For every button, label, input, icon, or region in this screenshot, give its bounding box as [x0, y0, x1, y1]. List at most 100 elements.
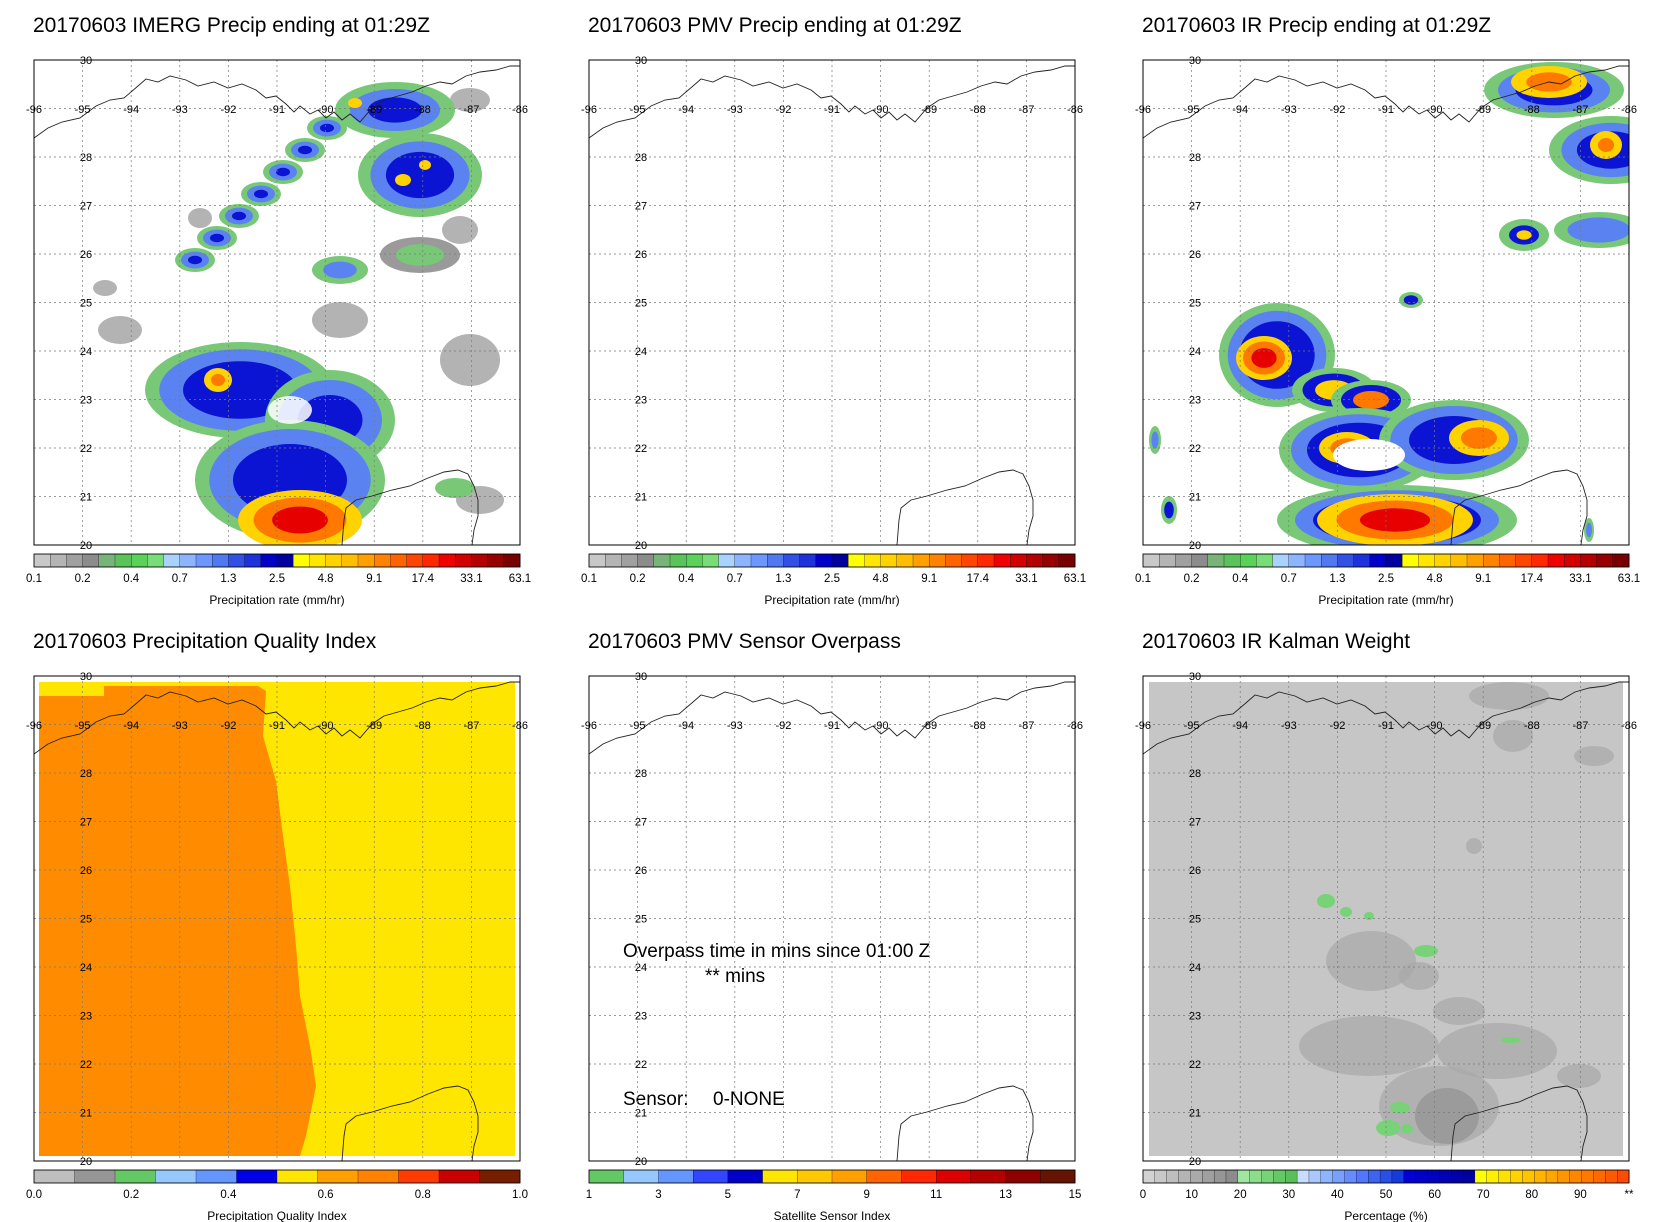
lat-label: 26	[1189, 249, 1201, 261]
precip-cell	[1364, 912, 1374, 920]
lon-label: -91	[269, 104, 285, 116]
lat-label: 26	[635, 865, 647, 877]
precip-cell	[323, 261, 357, 279]
lat-label: 25	[635, 298, 647, 310]
data-field	[93, 82, 504, 545]
colorbar-swatch	[1368, 1169, 1381, 1184]
colorbar-tick-label: 90	[1574, 1189, 1587, 1201]
colorbar-swatch	[438, 1169, 480, 1184]
lat-label: 27	[1189, 817, 1201, 829]
colorbar-swatch	[1510, 1169, 1523, 1184]
colorbar-tick-label: 1	[586, 1189, 592, 1201]
lat-label: 30	[1189, 55, 1201, 67]
colorbar-swatch	[1213, 1169, 1227, 1184]
lat-label: 30	[1189, 671, 1201, 683]
lat-label: 22	[80, 443, 92, 455]
colorbar-swatch	[1154, 1169, 1168, 1184]
lat-label: 23	[1189, 1011, 1201, 1023]
colorbar-swatch	[718, 553, 736, 568]
lon-label: -86	[1621, 720, 1637, 732]
colorbar-swatch	[1321, 553, 1338, 568]
lon-label: -89	[366, 720, 382, 732]
colorbar-tick-label: 0.8	[415, 1189, 431, 1201]
gridlines	[1143, 676, 1629, 1161]
precip-cell	[1151, 431, 1159, 449]
panel-title-pmv-precip: 20170603 PMV Precip ending at 01:29Z	[588, 14, 962, 37]
colorbar-swatch	[750, 553, 768, 568]
lat-label: 28	[1189, 768, 1201, 780]
colorbar-title: Precipitation rate (mm/hr)	[1318, 593, 1453, 607]
colorbar-tick-label: 2.5	[824, 573, 840, 585]
colorbar-swatch	[147, 553, 165, 568]
colorbar-swatch	[1547, 553, 1565, 568]
colorbar-swatch	[1402, 553, 1419, 568]
lon-label: -95	[630, 104, 646, 116]
lon-label: -94	[1232, 104, 1248, 116]
colorbar-title: Satellite Sensor Index	[774, 1209, 891, 1222]
gridlines	[589, 676, 1075, 1161]
precip-cell	[1390, 1102, 1410, 1114]
lon-label: -94	[678, 104, 694, 116]
lon-label: -88	[415, 104, 431, 116]
colorbar-tick-label: 4.8	[1427, 573, 1443, 585]
lon-label: -90	[1427, 720, 1443, 732]
colorbar-swatch	[1486, 1169, 1500, 1184]
colorbar-swatch	[1439, 1169, 1452, 1184]
colorbar-swatch	[317, 1169, 359, 1184]
colorbar-swatch	[1612, 553, 1630, 568]
colorbar-swatch	[1557, 1169, 1571, 1184]
lat-label: 28	[80, 768, 92, 780]
lon-label: -86	[1067, 104, 1083, 116]
colorbar-swatch	[831, 1169, 868, 1184]
colorbar-swatch	[1175, 553, 1193, 568]
lon-label: -93	[1281, 104, 1297, 116]
lat-label: 24	[1189, 962, 1201, 974]
plot-frame	[588, 59, 1076, 546]
lat-label: 27	[635, 817, 647, 829]
colorbar: 0.1 0.2 0.4 0.7 1.3 2.5 4.8 9.1 17.4 33.1 63.1 Prec…	[26, 553, 531, 607]
lon-label: -86	[1621, 104, 1637, 116]
colorbar-tick-label: 0.0	[26, 1189, 42, 1201]
colorbar-swatch	[1534, 1169, 1547, 1184]
lon-label: -92	[220, 104, 236, 116]
precip-cell	[1567, 217, 1629, 243]
lat-label: 25	[635, 914, 647, 926]
lat-label: 28	[635, 152, 647, 164]
colorbar-swatch	[762, 1169, 798, 1184]
lat-label: 20	[635, 540, 647, 552]
colorbar: 0.1 0.2 0.4 0.7 1.3 2.5 4.8 9.1 17.4 33.1 63.1 Prec…	[1135, 553, 1640, 607]
colorbar-tick-label: 7	[794, 1189, 800, 1201]
colorbar-tick-label: 0.6	[318, 1189, 334, 1201]
lon-label: -96	[1135, 104, 1151, 116]
colorbar-swatch	[1483, 553, 1500, 568]
sensor-annotation-label: Sensor:	[623, 1089, 688, 1110]
lat-label: 24	[80, 962, 92, 974]
coastline-gulf-north	[33, 681, 520, 755]
lon-label: -95	[75, 104, 91, 116]
panel-title-imerg: 20170603 IMERG Precip ending at 01:29Z	[33, 14, 430, 37]
precip-cell	[1353, 391, 1389, 409]
colorbar-swatch	[1593, 1169, 1606, 1184]
lat-label: 25	[80, 914, 92, 926]
colorbar-swatch	[1385, 553, 1403, 568]
lat-label: 24	[635, 346, 647, 358]
lon-label: -94	[123, 104, 139, 116]
colorbar-title: Precipitation rate (mm/hr)	[209, 593, 344, 607]
lat-label: 20	[1189, 1156, 1201, 1168]
precip-cell	[368, 97, 422, 123]
lat-label: 21	[635, 1108, 647, 1120]
data-field	[39, 682, 515, 1156]
lon-label: -87	[1018, 104, 1034, 116]
colorbar-swatch	[1191, 553, 1209, 568]
precip-cell	[1433, 997, 1485, 1025]
precip-cell	[435, 478, 475, 498]
colorbar-swatch	[503, 553, 521, 568]
colorbar-swatch	[236, 1169, 278, 1184]
colorbar-frame	[588, 553, 1076, 568]
lat-label: 22	[635, 1059, 647, 1071]
precip-cell	[232, 211, 246, 221]
coastline-yucatan	[896, 469, 1034, 546]
colorbar-swatch	[1308, 1169, 1322, 1184]
panel-title-quality-index: 20170603 Precipitation Quality Index	[33, 630, 377, 653]
lon-label: -96	[26, 720, 42, 732]
